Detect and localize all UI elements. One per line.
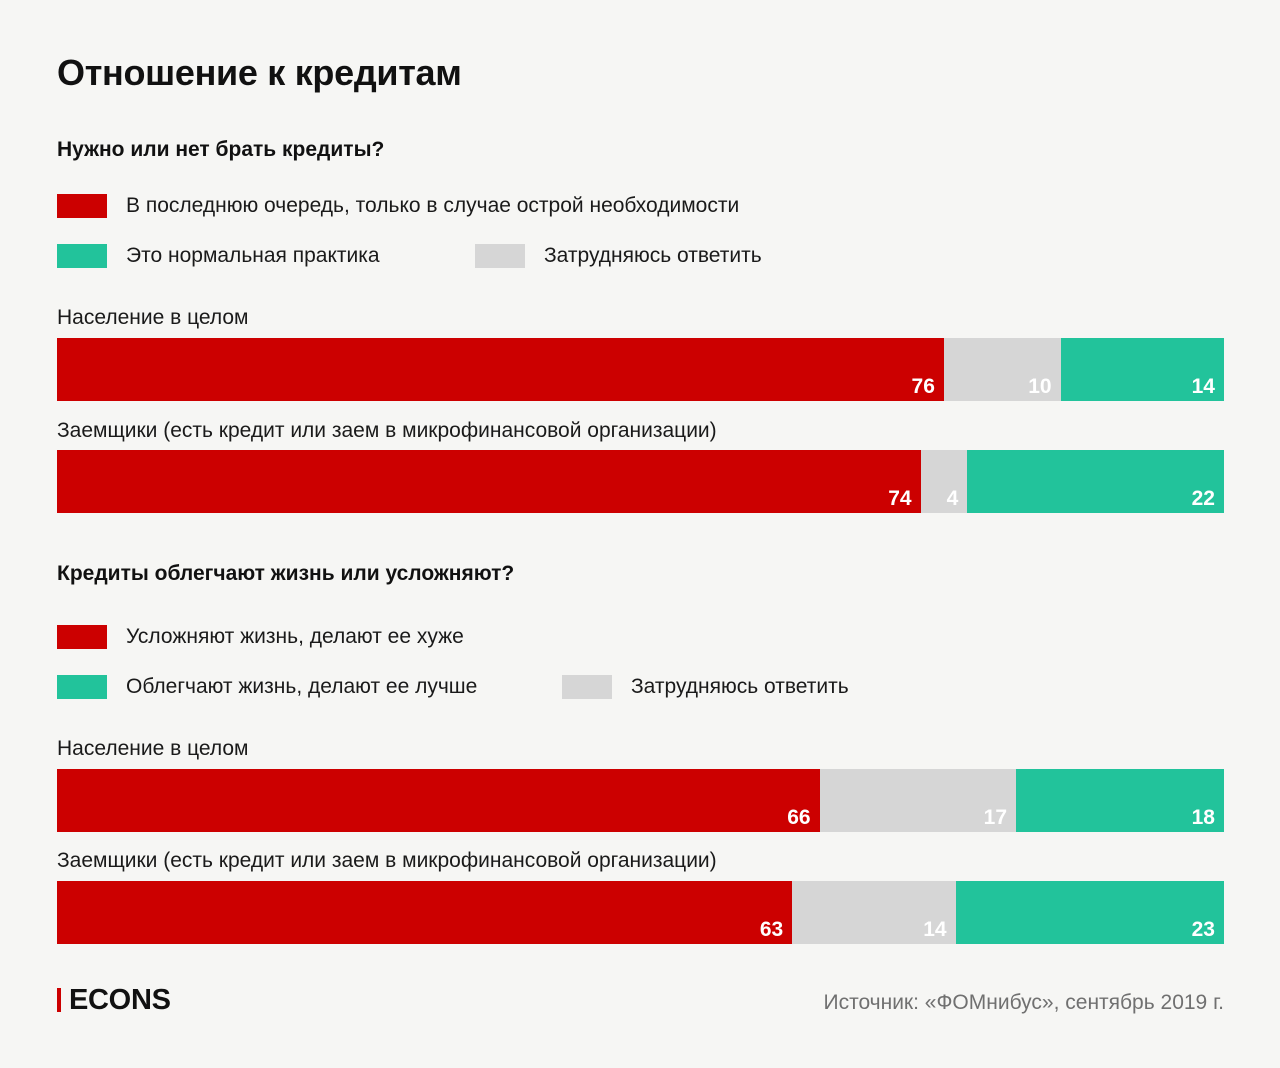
data-label: 14 (1191, 375, 1215, 398)
bar-segment: 66 (57, 769, 820, 832)
stacked-bar: 74 4 22 (57, 450, 1224, 513)
legend-swatch-red (57, 625, 107, 649)
bar-segment: 22 (967, 450, 1224, 513)
bar-segment: 76 (57, 338, 944, 401)
data-label: 66 (787, 806, 811, 829)
legend-label: Облегчают жизнь, делают ее лучше (126, 675, 478, 698)
data-label: 63 (759, 918, 784, 941)
bar-segment: 17 (819, 769, 1017, 832)
bar-segment: 14 (1060, 338, 1224, 401)
legend-label: Это нормальная практика (126, 244, 380, 267)
bar-segment: 74 (57, 450, 921, 513)
data-label: 22 (1191, 487, 1215, 510)
bar-label: Заемщики (есть кредит или заем в микрофи… (57, 849, 717, 872)
bar-segment: 18 (1016, 769, 1224, 832)
bar-segment: 14 (792, 881, 956, 944)
logo-text: ECONS (69, 983, 171, 1016)
legend-swatch-green (57, 675, 107, 699)
bar-label: Заемщики (есть кредит или заем в микрофи… (57, 419, 717, 442)
data-label: 18 (1191, 806, 1215, 829)
bar-segment: 4 (920, 450, 968, 513)
bar-label: Население в целом (57, 306, 249, 329)
legend-label: Затрудняюсь ответить (544, 244, 762, 267)
legend-swatch-green (57, 244, 107, 268)
stacked-bar: 66 17 18 (57, 769, 1224, 832)
chart-2-question: Кредиты облегчают жизнь или усложняют? (57, 562, 515, 585)
data-label: 10 (1028, 375, 1052, 398)
bar-label: Население в целом (57, 737, 249, 760)
legend-swatch-red (57, 194, 107, 218)
legend-label: Затрудняюсь ответить (631, 675, 849, 698)
source-note: Источник: «ФОМнибус», сентябрь 2019 г. (823, 991, 1224, 1014)
legend-label: Усложняют жизнь, делают ее хуже (126, 625, 464, 648)
stacked-bar: 63 14 23 (57, 881, 1224, 944)
econs-logo: ECONS (57, 983, 171, 1016)
bar-segment: 23 (955, 881, 1224, 944)
legend-swatch-gray (475, 244, 525, 268)
data-label: 23 (1191, 918, 1215, 941)
data-label: 76 (911, 375, 935, 398)
legend-label: В последнюю очередь, только в случае ост… (126, 194, 740, 217)
data-label: 4 (946, 487, 959, 510)
bar-segment: 63 (57, 881, 793, 944)
data-label: 74 (888, 487, 912, 510)
bar-segment: 10 (943, 338, 1061, 401)
stacked-bar: 76 10 14 (57, 338, 1224, 401)
data-label: 17 (983, 806, 1008, 829)
legend-swatch-gray (562, 675, 612, 699)
data-label: 14 (923, 918, 947, 941)
logo-red-bar (57, 988, 61, 1012)
chart-1-question: Нужно или нет брать кредиты? (57, 138, 385, 161)
page-title: Отношение к кредитам (57, 52, 462, 93)
